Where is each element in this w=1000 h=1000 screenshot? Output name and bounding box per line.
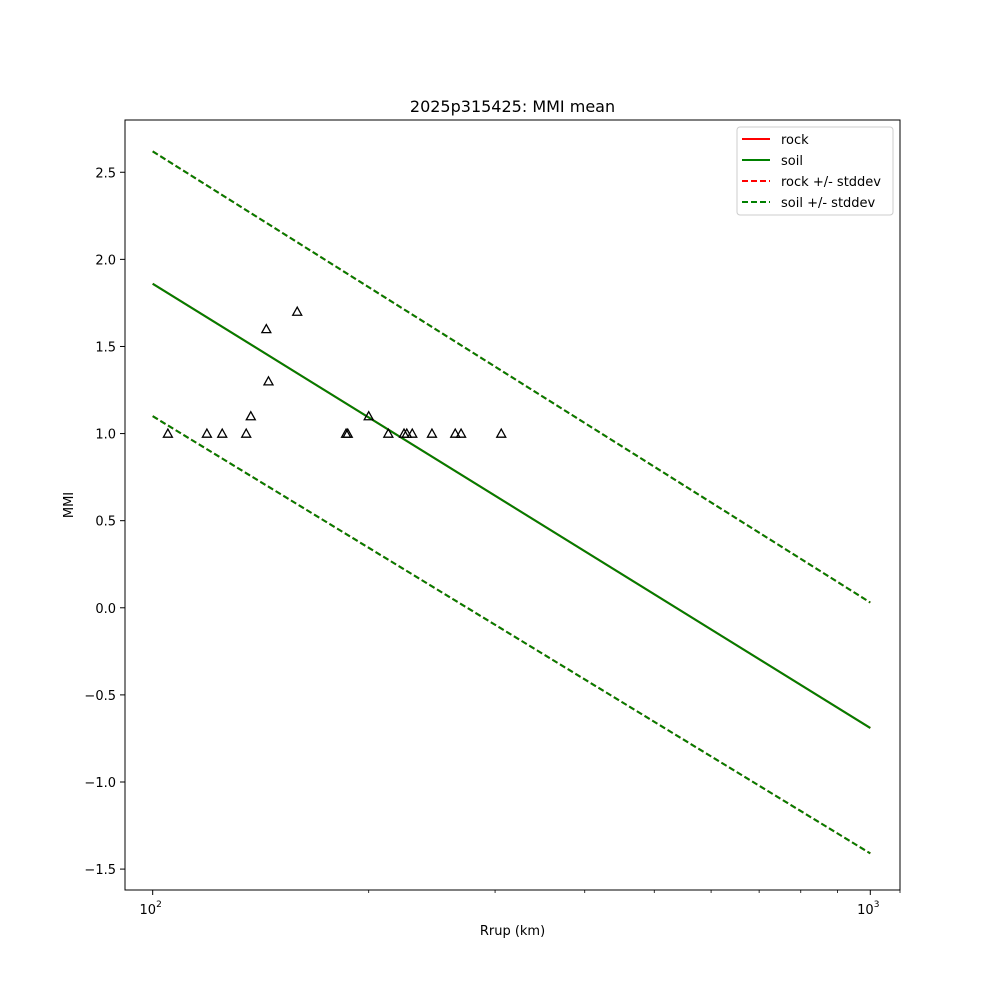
observation-point [260,323,272,334]
legend-label: soil [781,154,803,169]
plot-area [152,150,871,855]
observation-point [406,427,418,438]
observation-point [162,427,174,438]
observation-point [342,427,354,438]
y-tick-label: 1.5 [95,340,116,355]
series-lower-line-3 [152,415,871,855]
legend: rock soil rock +/- stddev soil +/- stddev [736,126,894,216]
observation-point [363,410,375,421]
axes: −1.5 −1.0 −0.5 0.0 0.5 1.0 1.5 2.0 2.5 102 103 [84,119,901,918]
legend-label: rock +/- stddev [781,175,881,190]
observation-point [455,427,467,438]
legend-label: soil +/- stddev [781,196,876,211]
observation-point [216,427,228,438]
y-tick-label: 1.0 [95,428,116,443]
y-tick-label: −1.5 [84,863,116,878]
legend-label: rock [781,133,809,148]
series-upper-line-3 [152,150,871,604]
observation-point [262,375,275,386]
y-tick-label: 0.5 [95,515,116,530]
y-tick-label: 2.5 [95,166,116,181]
series-line-soil [152,282,871,729]
observation-point [449,427,461,438]
observation-point [382,427,394,438]
plot-frame [124,119,901,891]
x-tick-label: 102 [140,900,162,918]
x-axis-label: Rrup (km) [480,924,545,939]
chart-title: 2025p315425: MMI mean [410,97,615,116]
y-tick-label: 0.0 [95,602,116,617]
observation-point [291,305,303,316]
observation-point [426,427,438,438]
observation-point [240,427,252,438]
y-tick-label: 2.0 [95,253,116,268]
observation-point [495,427,507,438]
y-axis-label: MMI [62,492,77,518]
observation-point [201,427,213,438]
legend-box [736,126,894,216]
x-tick-label: 103 [857,900,879,918]
y-tick-label: −1.0 [84,776,116,791]
observation-point [401,427,413,438]
observation-point [245,410,257,421]
y-tick-label: −0.5 [84,689,116,704]
